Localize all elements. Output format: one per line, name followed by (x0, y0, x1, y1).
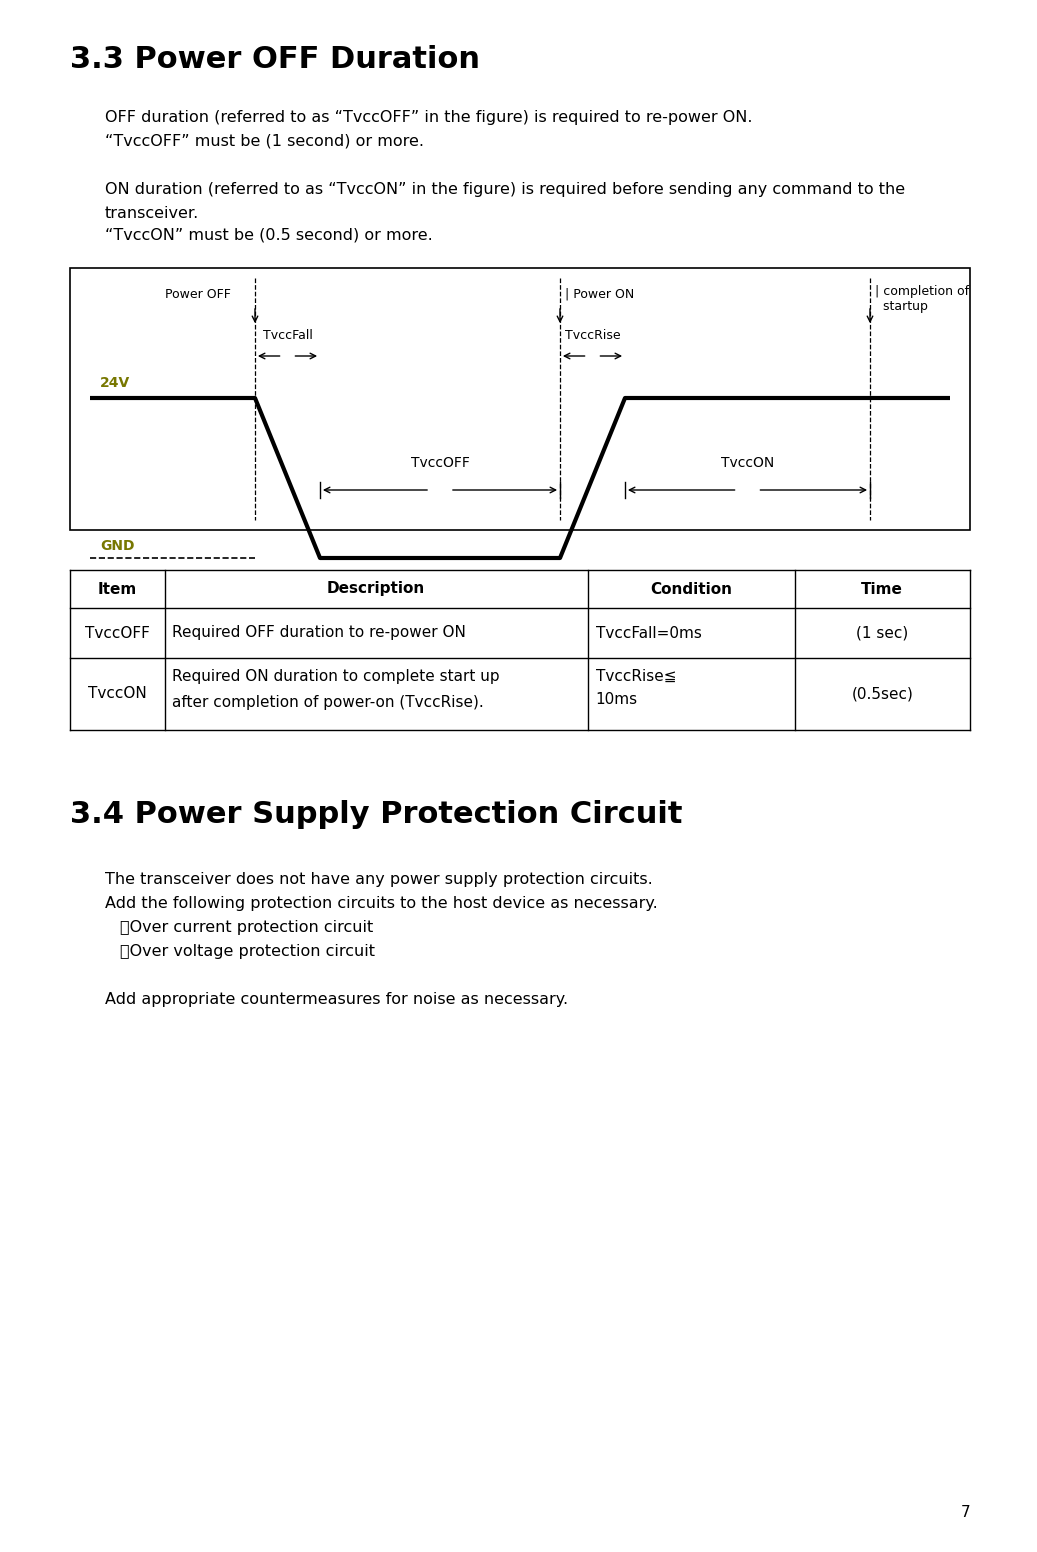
Text: ・Over current protection circuit: ・Over current protection circuit (120, 920, 373, 934)
Text: TvccOFF: TvccOFF (411, 456, 470, 470)
Text: TvccFall=0ms: TvccFall=0ms (595, 625, 701, 641)
Text: “TvccON” must be (0.5 second) or more.: “TvccON” must be (0.5 second) or more. (105, 228, 432, 244)
Text: 3.4 Power Supply Protection Circuit: 3.4 Power Supply Protection Circuit (71, 799, 682, 829)
Text: TvccRise≦: TvccRise≦ (595, 669, 676, 683)
Text: transceiver.: transceiver. (105, 206, 199, 220)
Text: TvccFall: TvccFall (262, 329, 312, 341)
Text: Add appropriate countermeasures for noise as necessary.: Add appropriate countermeasures for nois… (105, 992, 568, 1007)
Text: ・Over voltage protection circuit: ・Over voltage protection circuit (120, 944, 375, 959)
Text: | completion of
  startup: | completion of startup (875, 286, 970, 314)
Text: ON duration (referred to as “TvccON” in the figure) is required before sending a: ON duration (referred to as “TvccON” in … (105, 182, 905, 197)
Text: TvccOFF: TvccOFF (85, 625, 149, 641)
Text: OFF duration (referred to as “TvccOFF” in the figure) is required to re-power ON: OFF duration (referred to as “TvccOFF” i… (105, 110, 753, 126)
Text: The transceiver does not have any power supply protection circuits.: The transceiver does not have any power … (105, 872, 652, 888)
Text: 3.3 Power OFF Duration: 3.3 Power OFF Duration (71, 45, 480, 74)
Text: “TvccOFF” must be (1 second) or more.: “TvccOFF” must be (1 second) or more. (105, 133, 424, 149)
Text: Description: Description (327, 582, 425, 596)
Text: after completion of power-on (TvccRise).: after completion of power-on (TvccRise). (172, 694, 484, 709)
Text: (0.5sec): (0.5sec) (851, 686, 914, 702)
Text: 7: 7 (960, 1505, 970, 1519)
Text: 10ms: 10ms (595, 692, 638, 708)
Text: Item: Item (97, 582, 137, 596)
Text: Required OFF duration to re-power ON: Required OFF duration to re-power ON (172, 625, 467, 641)
Text: TvccON: TvccON (721, 456, 775, 470)
Text: 24V: 24V (100, 376, 131, 390)
Text: Condition: Condition (650, 582, 732, 596)
Text: Add the following protection circuits to the host device as necessary.: Add the following protection circuits to… (105, 896, 657, 911)
Bar (71, 268, 970, 529)
Text: GND: GND (100, 539, 135, 553)
Text: Required ON duration to complete start up: Required ON duration to complete start u… (172, 669, 500, 683)
Text: Time: Time (862, 582, 903, 596)
Text: TvccON: TvccON (88, 686, 146, 702)
Text: Power OFF: Power OFF (165, 289, 231, 301)
Text: (1 sec): (1 sec) (857, 625, 908, 641)
Text: TvccRise: TvccRise (565, 329, 620, 341)
Text: | Power ON: | Power ON (565, 289, 635, 301)
